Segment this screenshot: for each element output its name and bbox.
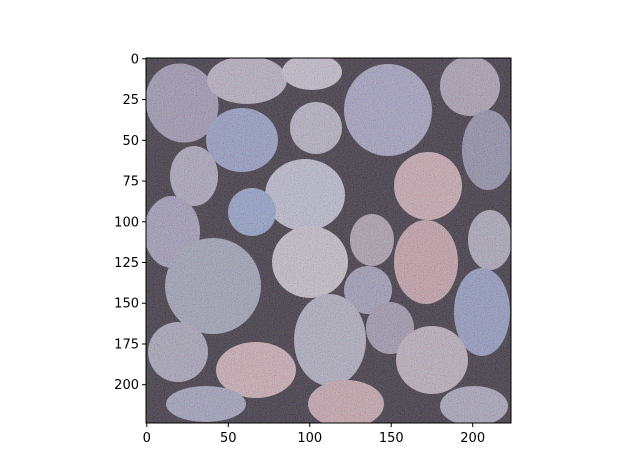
x-axis-ticks: 0 50 100 150 200 (143, 423, 485, 446)
x-tick-label: 100 (297, 431, 322, 446)
y-tick-label: 150 (114, 297, 139, 312)
y-tick-label: 0 (131, 52, 139, 67)
y-tick-label: 125 (114, 256, 139, 271)
x-tick-label: 50 (220, 431, 237, 446)
y-tick-label: 200 (114, 378, 139, 393)
y-tick-label: 75 (122, 175, 139, 190)
y-tick-label: 50 (122, 134, 139, 149)
y-tick-label: 25 (122, 93, 139, 108)
image-grain (146, 58, 511, 423)
axes-frame (145, 57, 512, 424)
y-axis-ticks: 0 25 50 75 100 125 150 175 200 (114, 52, 146, 393)
pebble-image (146, 58, 511, 423)
y-tick-label: 175 (114, 337, 139, 352)
y-tick-label: 100 (114, 215, 139, 230)
x-tick-label: 200 (460, 431, 485, 446)
x-tick-label: 150 (379, 431, 404, 446)
x-tick-label: 0 (143, 431, 151, 446)
